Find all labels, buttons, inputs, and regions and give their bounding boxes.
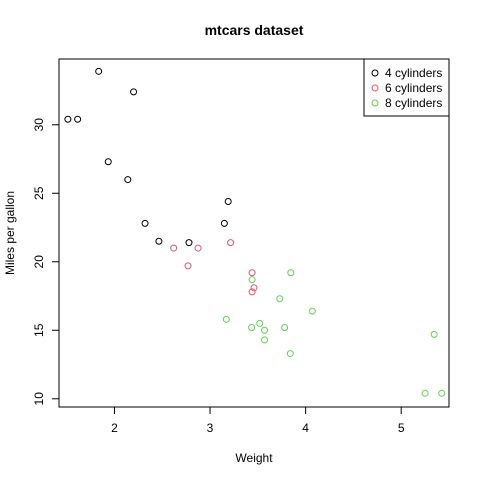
data-point-8-cyl xyxy=(287,269,295,277)
y-tick-label: 15 xyxy=(32,323,46,337)
data-point-8-cyl xyxy=(256,319,264,327)
x-tick-label: 2 xyxy=(111,421,118,435)
data-point-4-cyl xyxy=(141,219,149,227)
data-point-4-cyl xyxy=(104,158,112,166)
data-point-8-cyl xyxy=(276,295,284,303)
y-tick-label: 25 xyxy=(32,186,46,200)
data-point-8-cyl xyxy=(281,324,289,332)
data-point-4-cyl xyxy=(155,237,163,245)
data-point-8-cyl xyxy=(308,307,316,315)
data-point-4-cyl xyxy=(130,88,138,96)
data-point-8-cyl xyxy=(261,336,269,344)
data-point-8-cyl xyxy=(248,324,256,332)
data-point-4-cyl xyxy=(224,197,232,205)
x-tick-label: 5 xyxy=(398,421,405,435)
data-point-6-cyl xyxy=(250,284,258,292)
x-tick-label: 4 xyxy=(302,421,309,435)
data-point-4-cyl xyxy=(124,176,132,184)
data-point-6-cyl xyxy=(248,269,256,277)
axes: 2 3 4 5 10 15 20 25 30 xyxy=(32,58,450,435)
y-tick-label: 10 xyxy=(32,392,46,406)
x-tick-label: 3 xyxy=(207,421,214,435)
data-point-8-cyl xyxy=(261,326,269,334)
data-point-6-cyl xyxy=(227,239,235,247)
data-point-4-cyl xyxy=(74,115,82,123)
legend-marker xyxy=(371,69,379,77)
legend-label: 6 cylinders xyxy=(385,81,442,95)
data-point-4-cyl xyxy=(95,67,103,75)
data-point-4-cyl xyxy=(185,239,193,247)
x-axis-label: Weight xyxy=(235,451,273,465)
legend-marker xyxy=(371,84,379,92)
data-point-8-cyl xyxy=(286,350,294,358)
data-point-6-cyl xyxy=(184,262,192,270)
legend-label: 4 cylinders xyxy=(385,66,442,80)
data-point-6-cyl xyxy=(248,288,256,296)
y-tick-label: 20 xyxy=(32,255,46,269)
y-tick-label: 30 xyxy=(32,118,46,132)
data-point-8-cyl xyxy=(430,330,438,338)
data-point-8-cyl xyxy=(438,389,446,397)
data-point-4-cyl xyxy=(64,115,72,123)
data-points xyxy=(64,67,446,397)
data-point-4-cyl xyxy=(220,219,228,227)
data-point-6-cyl xyxy=(170,244,178,252)
data-point-8-cyl xyxy=(248,276,256,284)
plot-frame xyxy=(58,58,450,408)
data-point-8-cyl xyxy=(222,315,230,323)
data-point-6-cyl xyxy=(194,244,202,252)
data-point-8-cyl xyxy=(421,389,429,397)
legend-label: 8 cylinders xyxy=(385,96,442,110)
legend-marker xyxy=(371,99,379,107)
y-axis-label: Miles per gallon xyxy=(3,191,17,275)
chart-title: mtcars dataset xyxy=(205,22,304,38)
